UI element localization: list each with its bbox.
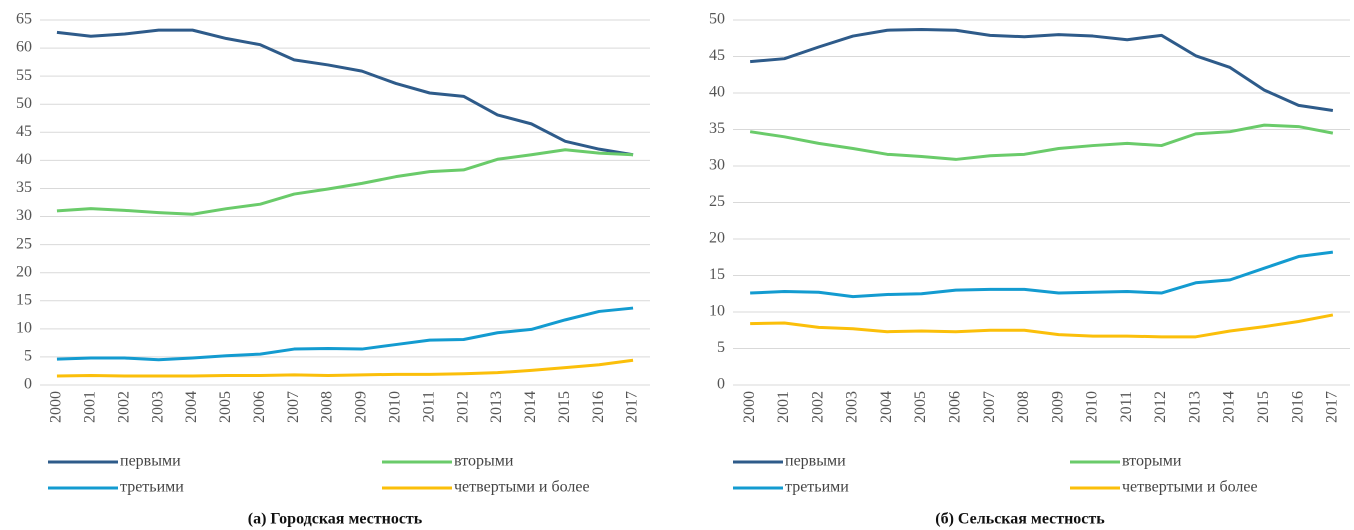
y-tick-label: 60 [16, 39, 32, 56]
x-tick-label: 2002 [809, 391, 826, 423]
y-tick-label: 15 [16, 291, 32, 308]
x-tick-label: 2003 [149, 391, 166, 423]
chart-caption: (б) Сельская местность [935, 511, 1105, 528]
x-tick-label: 2017 [624, 391, 641, 423]
x-tick-label: 2014 [1221, 391, 1238, 423]
series-line [750, 250, 1334, 299]
x-tick-label: 2005 [217, 391, 234, 423]
y-tick-label: 10 [16, 320, 32, 337]
y-tick-label: 5 [24, 348, 32, 365]
x-tick-label: 2003 [844, 391, 861, 423]
x-tick-label: 2015 [556, 391, 573, 423]
y-tick-label: 30 [16, 207, 32, 224]
y-tick-label: 35 [709, 120, 725, 137]
y-tick-label: 20 [16, 263, 32, 280]
x-tick-label: 2010 [387, 391, 404, 423]
x-tick-label: 2013 [1186, 391, 1203, 423]
x-tick-label: 2006 [946, 391, 963, 423]
chart-caption: (а) Городская местность [248, 511, 423, 528]
y-tick-label: 55 [16, 67, 32, 84]
series-line [56, 28, 634, 157]
legend-label: первыми [785, 453, 846, 470]
x-tick-label: 2012 [454, 391, 471, 423]
x-tick-label: 2013 [488, 391, 505, 423]
y-tick-label: 0 [717, 376, 725, 393]
legend-label: вторыми [454, 453, 514, 470]
y-tick-label: 40 [16, 151, 32, 168]
legend-label: четвертыми и более [1122, 479, 1258, 496]
y-tick-label: 65 [16, 11, 32, 28]
y-tick-label: 50 [709, 11, 725, 28]
x-tick-label: 2006 [251, 391, 268, 423]
x-tick-label: 2016 [590, 391, 607, 423]
x-tick-label: 2011 [1118, 391, 1135, 422]
y-tick-label: 20 [709, 230, 725, 247]
y-tick-label: 15 [709, 266, 725, 283]
chart: 0 5 10 15 20 25 30 35 40 45 50 55 60 65 2000 2001 2002 20… [16, 11, 650, 528]
x-tick-label: 2005 [912, 391, 929, 423]
x-tick-label: 2009 [1049, 391, 1066, 423]
x-tick-label: 2009 [353, 391, 370, 423]
y-tick-label: 45 [16, 123, 32, 140]
x-tick-label: 2008 [319, 391, 336, 423]
series-line [750, 27, 1334, 113]
x-tick-label: 2001 [775, 391, 792, 423]
x-tick-label: 2012 [1152, 391, 1169, 423]
y-tick-label: 45 [709, 47, 725, 64]
series-line [56, 148, 634, 216]
series-line [749, 123, 1334, 161]
x-tick-label: 2000 [741, 391, 758, 423]
y-tick-label: 30 [709, 157, 725, 174]
x-tick-label: 2016 [1289, 391, 1306, 423]
legend-label: третьими [120, 479, 184, 496]
x-tick-label: 2008 [1015, 391, 1032, 423]
y-tick-label: 5 [717, 339, 725, 356]
x-tick-label: 2007 [981, 391, 998, 423]
y-tick-label: 10 [709, 303, 725, 320]
y-tick-label: 50 [16, 95, 32, 112]
x-tick-label: 2002 [115, 391, 132, 423]
legend-label: четвертыми и более [454, 479, 590, 496]
x-tick-label: 2001 [82, 391, 99, 423]
x-tick-label: 2000 [48, 391, 65, 423]
x-tick-label: 2004 [878, 391, 895, 423]
y-tick-label: 25 [709, 193, 725, 210]
x-tick-label: 2010 [1084, 391, 1101, 423]
legend-label: третьими [785, 479, 849, 496]
legend-label: первыми [120, 453, 181, 470]
series-line [56, 358, 634, 378]
series-line [750, 313, 1334, 339]
x-tick-label: 2004 [183, 391, 200, 423]
y-tick-label: 25 [16, 235, 32, 252]
y-tick-label: 40 [709, 84, 725, 101]
x-tick-label: 2014 [522, 391, 539, 423]
x-tick-label: 2007 [285, 391, 302, 423]
series-line [56, 306, 634, 362]
x-tick-label: 2011 [420, 391, 437, 422]
y-tick-label: 35 [16, 179, 32, 196]
y-tick-label: 0 [24, 376, 32, 393]
legend-label: вторыми [1122, 453, 1182, 470]
x-tick-label: 2015 [1255, 391, 1272, 423]
x-tick-label: 2017 [1324, 391, 1341, 423]
chart: 0 5 10 15 20 25 30 35 40 45 50 2000 2001 2002 2003 2004… [709, 11, 1350, 528]
